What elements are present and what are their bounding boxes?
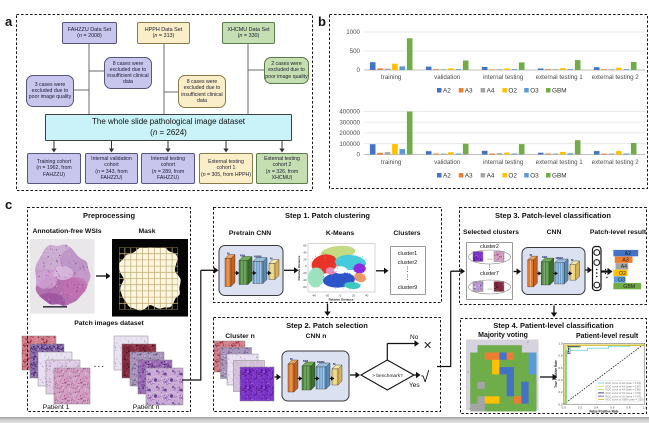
svg-text:Relative Distance: Relative Distance (329, 298, 354, 302)
svg-text:M: M (290, 357, 293, 361)
svg-text:A2: A2 (443, 87, 451, 94)
svg-text:✕: ✕ (423, 340, 432, 352)
svg-text:0: 0 (357, 67, 361, 74)
svg-text:GBM: GBM (552, 172, 567, 179)
svg-text:0.0: 0.0 (558, 402, 563, 406)
svg-text:0: 0 (305, 264, 307, 268)
svg-text:True Positive Rate: True Positive Rate (554, 360, 558, 388)
svg-text:0.6: 0.6 (558, 366, 563, 370)
svg-text:0.6: 0.6 (610, 405, 615, 409)
svg-text:20: 20 (303, 257, 307, 261)
svg-text:GBM: GBM (623, 284, 635, 290)
svg-text:0.0: 0.0 (562, 405, 567, 409)
svg-text:MMM: MMM (254, 255, 262, 259)
svg-text:40: 40 (365, 294, 369, 298)
svg-text:training: training (381, 74, 402, 81)
svg-text:False Positive Rate: False Positive Rate (589, 410, 618, 414)
svg-text:O3: O3 (530, 172, 539, 179)
svg-text:O3: O3 (530, 87, 539, 94)
svg-text:ROC curve of A2 (area = 0.94): ROC curve of A2 (area = 0.94) (606, 381, 641, 385)
svg-text:external testing 1: external testing 1 (536, 74, 584, 81)
svg-text:0: 0 (357, 152, 361, 159)
svg-text:ROC curve of A4 (area = 0.96): ROC curve of A4 (area = 0.96) (606, 388, 641, 392)
svg-text:M: M (571, 258, 574, 262)
svg-text:ROC curve of GBM (area = 1.00): ROC curve of GBM (area = 1.00) (606, 398, 644, 402)
svg-text:400000: 400000 (339, 109, 360, 116)
svg-text:500: 500 (350, 48, 361, 55)
svg-text:0.2: 0.2 (558, 390, 563, 394)
svg-text:A4: A4 (621, 264, 627, 270)
svg-text:O3: O3 (618, 277, 625, 283)
svg-text:A3: A3 (465, 87, 473, 94)
svg-text:M: M (270, 257, 273, 261)
svg-text:M: M (227, 252, 230, 256)
svg-text:-20: -20 (302, 271, 306, 275)
svg-text:-60: -60 (302, 285, 306, 289)
svg-text:0.8: 0.8 (626, 405, 631, 409)
svg-text:…: … (487, 286, 493, 292)
svg-text:-40: -40 (312, 294, 316, 298)
svg-text:MM: MM (542, 255, 547, 259)
svg-text:validation: validation (434, 74, 461, 81)
svg-text:external testing 1: external testing 1 (536, 159, 584, 166)
svg-text:> benchmark?: > benchmark? (372, 373, 403, 379)
svg-text:A2: A2 (443, 172, 451, 179)
svg-text:ROC curve of A3 (area = 0.97): ROC curve of A3 (area = 0.97) (606, 384, 641, 388)
svg-text:M: M (333, 362, 336, 366)
svg-text:MM: MM (240, 254, 245, 258)
svg-text:ROC curve of O3 (area = 0.97): ROC curve of O3 (area = 0.97) (606, 394, 642, 398)
svg-text:O2: O2 (508, 172, 517, 179)
svg-text:training: training (381, 159, 402, 166)
svg-text:0.4: 0.4 (594, 405, 599, 409)
svg-text:A4: A4 (487, 87, 495, 94)
svg-text:GBM: GBM (552, 87, 567, 94)
svg-text:MMM: MMM (556, 256, 564, 260)
svg-text:ROC curve of O2 (area = 0.97): ROC curve of O2 (area = 0.97) (606, 391, 642, 395)
svg-text:300000: 300000 (339, 119, 360, 126)
svg-text:√: √ (421, 369, 430, 386)
svg-text:M: M (530, 253, 533, 257)
svg-text:-20: -20 (325, 294, 329, 298)
svg-text:internal testing: internal testing (483, 159, 524, 166)
svg-text:external testing 2: external testing 2 (592, 159, 640, 166)
svg-text:O2: O2 (508, 87, 517, 94)
svg-text:20: 20 (352, 294, 356, 298)
svg-text:A4: A4 (487, 172, 495, 179)
svg-text:1000: 1000 (346, 29, 360, 36)
svg-text:MM: MM (303, 359, 308, 363)
svg-text:1.0: 1.0 (558, 342, 563, 346)
svg-text:1.0: 1.0 (643, 405, 648, 409)
svg-text:O2: O2 (619, 271, 626, 277)
svg-text:0.4: 0.4 (558, 378, 563, 382)
svg-text:200000: 200000 (339, 130, 360, 137)
svg-text:external testing 2: external testing 2 (592, 74, 640, 81)
svg-text:-40: -40 (302, 278, 306, 282)
svg-text:60: 60 (303, 244, 307, 248)
svg-text:A3: A3 (622, 258, 628, 264)
svg-text:Relative Distance: Relative Distance (297, 255, 301, 280)
svg-text:A3: A3 (465, 172, 473, 179)
svg-text:100000: 100000 (339, 141, 360, 148)
svg-text:0.8: 0.8 (558, 354, 563, 358)
svg-text:…: … (487, 256, 493, 262)
svg-text:MMM: MMM (317, 360, 325, 364)
svg-text:internal testing: internal testing (483, 74, 524, 81)
svg-text:validation: validation (434, 159, 461, 166)
svg-text:A2: A2 (625, 251, 631, 257)
svg-text:40: 40 (303, 250, 307, 254)
svg-text:0: 0 (340, 294, 342, 298)
svg-text:0.2: 0.2 (578, 405, 583, 409)
